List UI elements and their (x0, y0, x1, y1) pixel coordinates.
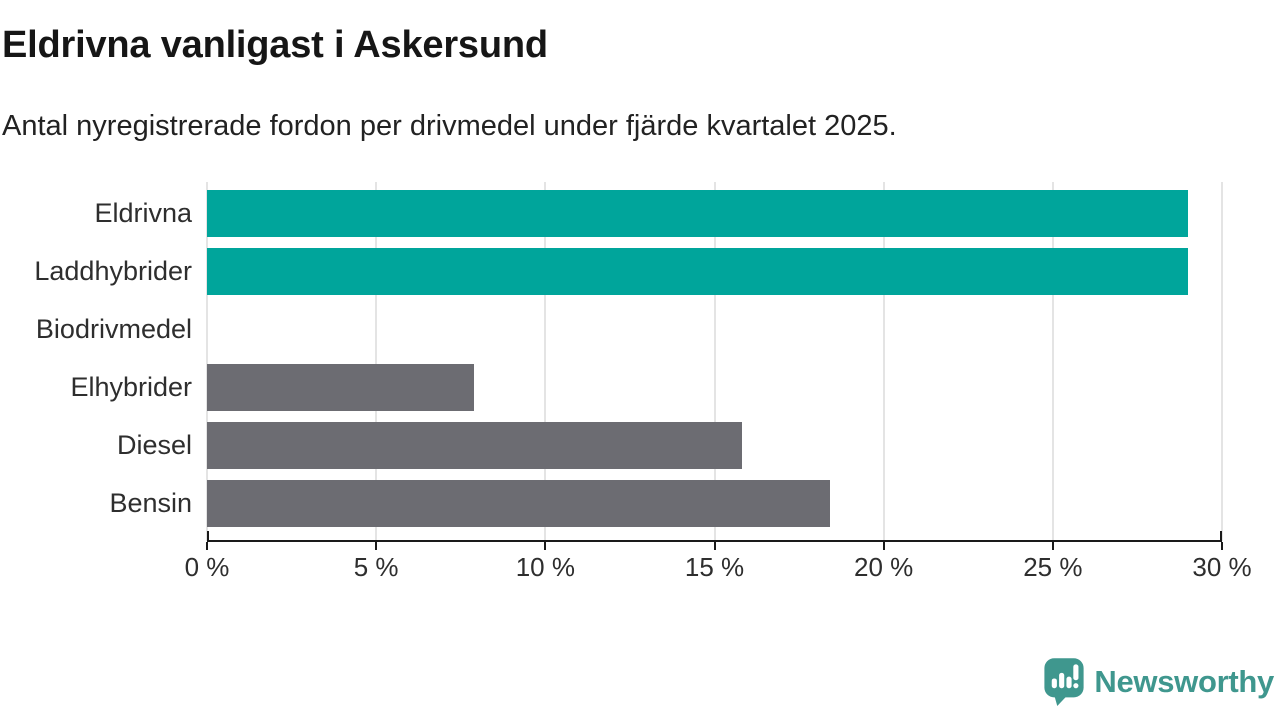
newsworthy-logo[interactable]: Newsworthy (1043, 657, 1274, 706)
gridline-30 (1221, 182, 1223, 541)
newsworthy-logo-icon (1044, 658, 1084, 706)
gridline-0 (206, 182, 208, 541)
newsworthy-logo-text: Newsworthy (1094, 663, 1274, 699)
gridline-25 (1051, 182, 1054, 541)
x-tick-label-15: 15 % (684, 552, 745, 582)
gridline-10 (544, 182, 547, 541)
x-tick-label-10: 10 % (515, 552, 575, 582)
x-tick-label-5: 5 % (353, 552, 399, 582)
bar-diesel (207, 422, 742, 469)
bar-eldrivna (207, 190, 1189, 237)
bar-bensin (207, 480, 830, 527)
y-axis-labels: Eldrivna Laddhybrider Biodrivmedel Elhybrid… (0, 182, 192, 541)
x-tick-30 (1221, 542, 1223, 550)
axis-endcap (207, 531, 209, 540)
bar-elhybrider (207, 364, 475, 411)
bar-laddhybrider (207, 248, 1189, 295)
x-axis-line (207, 540, 1222, 542)
x-tick-25 (1051, 542, 1054, 550)
chart-subtitle: Antal nyregistrerade fordon per drivmede… (2, 110, 897, 142)
axis-endcap (1220, 531, 1222, 540)
gridline-20 (882, 182, 885, 541)
x-tick-0 (206, 542, 208, 550)
x-tick-label-20: 20 % (854, 552, 914, 582)
chart-title: Eldrivna vanligast i Askersund (2, 24, 548, 66)
x-axis: 0 % 5 % 10 % 15 % 20 % 25 % 30 % (185, 531, 1252, 610)
x-tick-label-30: 30 % (1192, 552, 1252, 582)
y-label-laddhybrider: Laddhybrider (34, 256, 192, 286)
x-tick-20 (882, 542, 885, 550)
x-tick-label-25: 25 % (1023, 552, 1083, 582)
y-label-bensin: Bensin (109, 488, 192, 518)
x-tick-label-0: 0 % (184, 552, 230, 582)
y-label-elhybrider: Elhybrider (70, 372, 192, 402)
gridline-15 (713, 182, 716, 541)
y-label-eldrivna: Eldrivna (94, 198, 192, 228)
x-tick-15 (713, 542, 716, 550)
x-tick-5 (375, 542, 378, 550)
x-tick-10 (544, 542, 547, 550)
plot-area (206, 182, 1223, 541)
y-label-diesel: Diesel (116, 430, 192, 460)
y-label-biodrivmedel: Biodrivmedel (35, 314, 192, 344)
gridline-5 (375, 182, 378, 541)
